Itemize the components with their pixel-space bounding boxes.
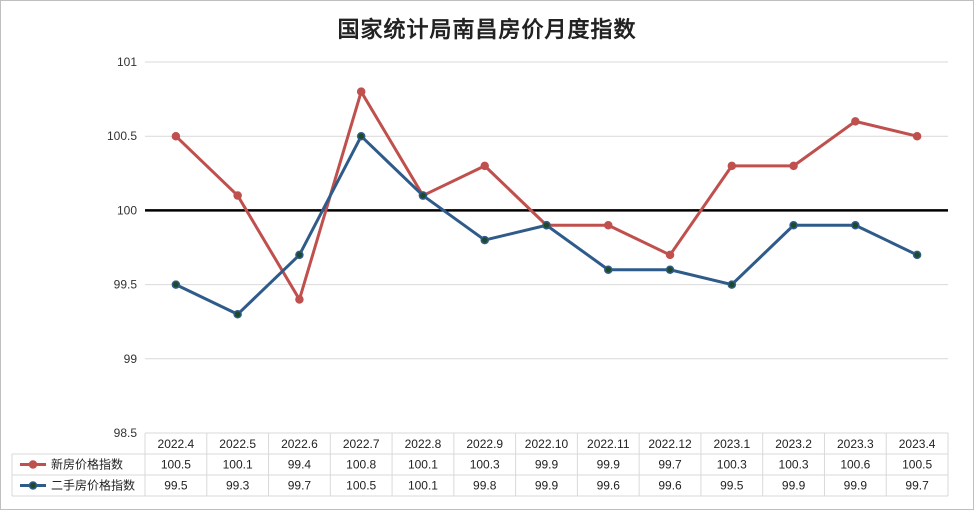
series-0-point-3 — [356, 87, 366, 96]
series-0-value-6: 99.9 — [535, 458, 559, 472]
series-0-point-10 — [789, 161, 798, 171]
series-0-value-0: 100.5 — [161, 458, 191, 472]
series-1-point-4 — [418, 191, 428, 200]
series-0-point-11 — [851, 117, 860, 126]
series-0-value-8: 99.7 — [658, 458, 682, 472]
series-0-value-11: 100.6 — [840, 458, 870, 472]
x-tick-label-7: 2022.11 — [587, 437, 630, 451]
series-1-point-0 — [171, 280, 181, 289]
series-1-point-7 — [604, 265, 613, 275]
series-1-value-8: 99.6 — [658, 479, 682, 493]
y-tick-label-1: 100.5 — [107, 129, 137, 143]
series-1-point-2 — [295, 250, 304, 260]
x-tick-label-8: 2022.12 — [648, 437, 692, 451]
series-0-value-10: 100.3 — [779, 458, 809, 472]
series-0-value-4: 100.1 — [408, 458, 438, 472]
x-tick-label-0: 2022.4 — [158, 437, 195, 451]
x-tick-label-10: 2023.2 — [775, 437, 812, 451]
series-1-value-9: 99.5 — [720, 479, 744, 493]
series-0-point-12 — [912, 131, 922, 141]
x-tick-label-2: 2022.6 — [281, 437, 318, 451]
x-tick-label-11: 2023.3 — [837, 437, 874, 451]
series-1-point-6 — [542, 220, 551, 230]
series-1-value-11: 99.9 — [844, 479, 868, 493]
series-1-point-12 — [912, 250, 922, 260]
series-0-value-3: 100.8 — [346, 458, 376, 472]
series-1-value-0: 99.5 — [164, 479, 188, 493]
series-0-point-9 — [727, 161, 737, 171]
series-0-point-0 — [171, 131, 181, 141]
legend-label-1: 二手房价格指数 — [51, 478, 135, 493]
chart-title: 国家统计局南昌房价月度指数 — [337, 18, 637, 43]
x-tick-label-4: 2022.8 — [405, 437, 442, 451]
series-1-value-10: 99.9 — [782, 479, 806, 493]
series-1-value-2: 99.7 — [288, 479, 312, 493]
series-1-point-9 — [727, 280, 737, 289]
y-tick-label-2: 100 — [117, 203, 137, 217]
series-1-value-1: 99.3 — [226, 479, 250, 493]
series-0-value-5: 100.3 — [470, 458, 500, 472]
x-tick-label-5: 2022.9 — [466, 437, 503, 451]
series-1-value-3: 100.5 — [346, 479, 376, 493]
series-1-value-5: 99.8 — [473, 479, 497, 493]
legend-marker-1 — [28, 481, 38, 490]
series-1-point-1 — [233, 310, 242, 319]
series-0-point-1 — [233, 191, 242, 200]
series-0-value-2: 99.4 — [288, 458, 312, 472]
x-tick-label-1: 2022.5 — [219, 437, 256, 451]
legend-label-0: 新房价格指数 — [51, 457, 123, 472]
series-1-value-12: 99.7 — [905, 479, 929, 493]
x-tick-label-3: 2022.7 — [343, 437, 380, 451]
x-tick-label-9: 2023.1 — [713, 437, 750, 451]
series-1-value-7: 99.6 — [597, 479, 621, 493]
series-0-value-9: 100.3 — [717, 458, 747, 472]
series-1-value-4: 100.1 — [408, 479, 438, 493]
series-0-value-7: 99.9 — [597, 458, 621, 472]
series-1-value-6: 99.9 — [535, 479, 559, 493]
series-0-point-5 — [480, 161, 489, 171]
y-tick-label-4: 99 — [124, 352, 138, 366]
series-0-point-2 — [295, 295, 304, 304]
legend-marker-0 — [28, 460, 38, 469]
y-tick-label-0: 101 — [117, 55, 137, 69]
series-1-point-5 — [480, 235, 489, 245]
x-tick-label-6: 2022.10 — [525, 437, 569, 451]
series-1-point-11 — [851, 220, 860, 230]
series-0-point-7 — [604, 220, 613, 230]
y-tick-label-3: 99.5 — [114, 278, 138, 292]
series-0-point-8 — [665, 250, 675, 260]
series-1-point-10 — [789, 220, 798, 230]
series-1-point-8 — [665, 265, 675, 275]
series-0-value-1: 100.1 — [223, 458, 253, 472]
series-0-value-12: 100.5 — [902, 458, 932, 472]
series-1-point-3 — [356, 131, 366, 141]
y-tick-label-5: 98.5 — [114, 426, 138, 440]
x-tick-label-12: 2023.4 — [899, 437, 936, 451]
